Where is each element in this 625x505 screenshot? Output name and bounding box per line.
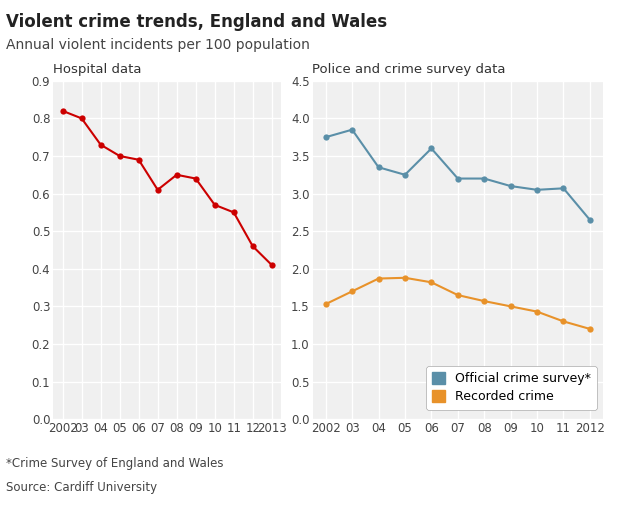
Recorded crime [322,301,329,307]
Text: Police and crime survey data: Police and crime survey data [312,63,506,76]
Official crime survey* [375,164,382,170]
Official crime survey* [560,185,568,191]
Official crime survey* [454,176,461,182]
Text: *Crime Survey of England and Wales: *Crime Survey of England and Wales [6,457,224,470]
Official crime survey* [428,145,435,152]
Line: Recorded crime: Recorded crime [322,275,593,332]
Text: Violent crime trends, England and Wales: Violent crime trends, England and Wales [6,13,388,31]
Official crime survey* [481,176,488,182]
Recorded crime [348,288,356,294]
Recorded crime [481,298,488,304]
Recorded crime [533,309,541,315]
Text: Annual violent incidents per 100 population: Annual violent incidents per 100 populat… [6,38,310,52]
Official crime survey* [348,127,356,133]
Text: Hospital data: Hospital data [53,63,142,76]
Recorded crime [428,279,435,285]
Recorded crime [454,292,461,298]
Official crime survey* [507,183,514,189]
Recorded crime [507,304,514,310]
Recorded crime [401,275,409,281]
Text: Source: Cardiff University: Source: Cardiff University [6,481,158,494]
Official crime survey* [322,134,329,140]
Official crime survey* [586,217,594,223]
Recorded crime [586,326,594,332]
Legend: Official crime survey*, Recorded crime: Official crime survey*, Recorded crime [426,366,597,410]
Line: Official crime survey*: Official crime survey* [322,127,593,223]
Official crime survey* [401,172,409,178]
Recorded crime [560,318,568,324]
Recorded crime [375,276,382,282]
Official crime survey* [533,187,541,193]
